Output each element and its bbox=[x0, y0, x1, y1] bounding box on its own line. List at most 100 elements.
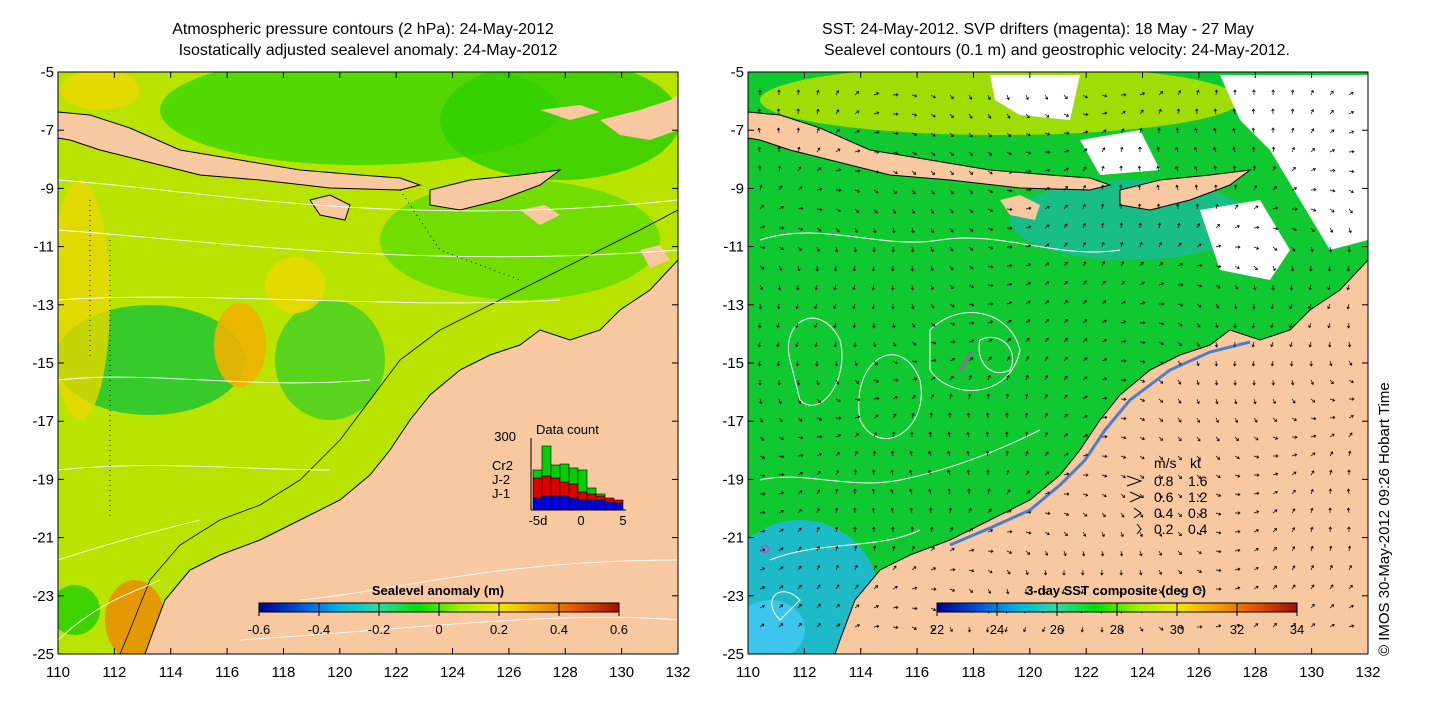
velocity-arrow bbox=[1024, 412, 1029, 419]
velocity-arrow bbox=[1177, 242, 1182, 248]
velocity-arrow bbox=[930, 376, 936, 381]
legend-ms-value: 0.6 bbox=[1154, 489, 1174, 505]
velocity-arrow bbox=[1139, 321, 1146, 325]
velocity-arrow bbox=[947, 450, 951, 457]
velocity-arrow bbox=[759, 510, 766, 515]
velocity-arrow bbox=[987, 113, 992, 119]
velocity-arrow bbox=[1234, 225, 1240, 229]
velocity-arrow bbox=[947, 469, 951, 476]
velocity-arrow bbox=[758, 165, 762, 172]
legend-arrow bbox=[1129, 491, 1143, 503]
velocity-arrow bbox=[1044, 243, 1050, 248]
velocity-arrow bbox=[1044, 187, 1051, 191]
velocity-arrow bbox=[1232, 146, 1236, 153]
velocity-arrow bbox=[948, 507, 953, 514]
velocity-arrow bbox=[891, 431, 896, 438]
velocity-arrow bbox=[1042, 588, 1047, 595]
velocity-arrow bbox=[1196, 360, 1200, 367]
velocity-arrow bbox=[911, 322, 916, 328]
data-count-bar bbox=[541, 475, 552, 497]
velocity-arrow bbox=[1310, 208, 1317, 212]
velocity-arrow bbox=[816, 526, 820, 533]
right-colorbar-title: 3-day SST composite (deg C) bbox=[1026, 583, 1206, 598]
velocity-arrow bbox=[1025, 450, 1029, 457]
velocity-arrow bbox=[1120, 455, 1127, 459]
velocity-arrow bbox=[967, 393, 972, 400]
velocity-arrow bbox=[911, 377, 918, 381]
x-tick-label: 124 bbox=[440, 664, 465, 681]
velocity-arrow bbox=[1082, 130, 1089, 134]
velocity-arrow bbox=[1327, 322, 1331, 329]
velocity-arrow bbox=[1291, 453, 1298, 457]
velocity-arrow bbox=[1101, 493, 1107, 498]
velocity-arrow bbox=[777, 379, 781, 386]
velocity-arrow bbox=[1025, 374, 1029, 381]
velocity-arrow bbox=[759, 184, 763, 191]
velocity-arrow bbox=[892, 565, 897, 571]
velocity-arrow bbox=[835, 451, 840, 457]
velocity-arrow bbox=[1196, 223, 1200, 229]
velocity-arrow bbox=[911, 113, 918, 117]
velocity-arrow bbox=[797, 622, 802, 628]
velocity-arrow bbox=[949, 151, 954, 157]
coastline bbox=[58, 111, 678, 654]
velocity-arrow bbox=[1159, 302, 1165, 306]
velocity-arrow bbox=[1025, 319, 1031, 324]
velocity-arrow bbox=[930, 170, 935, 176]
velocity-arrow bbox=[911, 586, 918, 590]
data-count-bar bbox=[568, 483, 579, 499]
velocity-arrow bbox=[797, 565, 802, 571]
velocity-arrow bbox=[968, 208, 974, 213]
velocity-arrow bbox=[1101, 165, 1105, 172]
velocity-arrow bbox=[1329, 433, 1335, 438]
velocity-arrow bbox=[873, 189, 879, 194]
velocity-arrow bbox=[1158, 282, 1165, 286]
velocity-arrow bbox=[758, 303, 763, 310]
velocity-arrow bbox=[1101, 415, 1108, 420]
velocity-arrow bbox=[778, 491, 785, 495]
velocity-arrow bbox=[1081, 569, 1085, 576]
velocity-arrow bbox=[852, 265, 857, 272]
velocity-arrow bbox=[966, 431, 970, 438]
data-count-bar bbox=[595, 495, 606, 501]
velocity-arrow bbox=[1291, 166, 1296, 172]
velocity-arrow bbox=[1213, 127, 1217, 134]
velocity-arrow bbox=[835, 168, 842, 172]
velocity-arrow bbox=[873, 170, 880, 174]
velocity-arrow bbox=[872, 246, 876, 253]
velocity-arrow bbox=[1082, 473, 1089, 477]
velocity-arrow bbox=[968, 132, 973, 138]
velocity-arrow bbox=[1006, 489, 1011, 495]
velocity-arrow bbox=[1346, 507, 1351, 514]
velocity-arrow bbox=[949, 393, 953, 400]
legend-kt-value: 0.4 bbox=[1188, 521, 1208, 537]
left-colorbar-ticks: -0.6 -0.4 -0.2 0 0.2 0.4 0.6 bbox=[248, 603, 628, 637]
velocity-arrow bbox=[1195, 108, 1199, 115]
velocity-arrow bbox=[1120, 359, 1127, 363]
velocity-arrow bbox=[1253, 529, 1260, 533]
velocity-arrow bbox=[1101, 512, 1106, 518]
velocity-arrow bbox=[1006, 569, 1011, 575]
velocity-arrow bbox=[968, 265, 974, 270]
colorbar-tick-label: 26 bbox=[1050, 622, 1064, 637]
velocity-arrow bbox=[949, 322, 956, 326]
velocity-arrow bbox=[1329, 564, 1333, 571]
velocity-arrow bbox=[873, 227, 877, 234]
velocity-arrow bbox=[1196, 493, 1202, 498]
velocity-arrow bbox=[1348, 564, 1352, 571]
velocity-arrow bbox=[890, 469, 894, 476]
velocity-arrow bbox=[1310, 452, 1316, 457]
velocity-arrow bbox=[1063, 550, 1067, 557]
velocity-arrow bbox=[1291, 379, 1295, 386]
velocity-arrow bbox=[1120, 436, 1127, 440]
velocity-arrow bbox=[871, 265, 876, 272]
velocity-arrow bbox=[1272, 472, 1279, 476]
velocity-arrow bbox=[910, 265, 915, 272]
velocity-arrow bbox=[853, 488, 857, 495]
velocity-arrow bbox=[1347, 545, 1352, 552]
velocity-arrow bbox=[1025, 169, 1032, 173]
velocity-arrow bbox=[910, 431, 914, 438]
x-tick-label: 116 bbox=[905, 664, 929, 681]
velocity-arrow bbox=[987, 338, 993, 343]
velocity-arrow bbox=[892, 396, 898, 400]
